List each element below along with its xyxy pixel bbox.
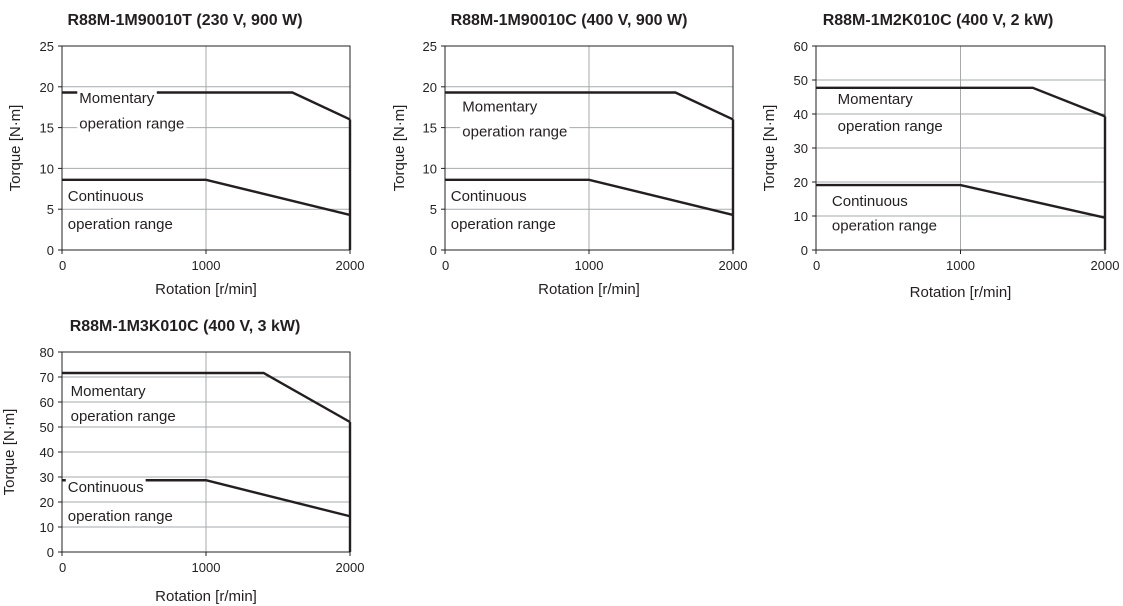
region-label-background [68, 407, 178, 425]
continuous-range-label: operation range [832, 217, 937, 234]
y-axis-label: Torque [N·m] [7, 105, 24, 192]
y-tick-label: 20 [40, 80, 54, 95]
y-tick-label: 70 [40, 370, 54, 385]
y-tick-label: 50 [794, 73, 808, 88]
x-axis-label: Rotation [r/min] [155, 588, 257, 605]
continuous-range-label: operation range [68, 216, 173, 233]
x-tick-label: 0 [59, 258, 66, 273]
region-label-background [835, 90, 916, 108]
y-tick-label: 0 [47, 243, 54, 258]
torque-chart: 0 5 10 15 20 25 0 1000 2000 Momentary operation ra… [391, 39, 748, 298]
region-label-background [68, 382, 149, 400]
x-tick-label: 2000 [336, 258, 365, 273]
y-tick-label: 5 [47, 202, 54, 217]
x-tick-label: 1000 [192, 560, 221, 575]
momentary-label: Momentary [462, 98, 538, 115]
x-tick-label: 0 [442, 258, 449, 273]
y-tick-label: 40 [794, 107, 808, 122]
torque-chart-panel: R88M-1M90010C (400 V, 900 W) 0 5 10 15 20 25 0… [384, 0, 754, 300]
x-axis-label: Rotation [r/min] [910, 284, 1012, 301]
y-tick-label: 25 [40, 39, 54, 54]
momentary-label: Momentary [71, 383, 147, 400]
torque-chart-panel: R88M-1M90010T (230 V, 900 W) 0 5 10 15 20 25 0… [0, 0, 370, 300]
y-tick-label: 10 [794, 209, 808, 224]
momentary-range-line [816, 86, 1106, 118]
x-tick-label: 2000 [336, 560, 365, 575]
x-tick-label: 1000 [946, 258, 975, 273]
y-tick-label: 80 [40, 345, 54, 360]
y-axis-label: Torque [N·m] [761, 105, 778, 192]
momentary-label: Momentary [838, 91, 914, 108]
momentary-range-line [62, 371, 351, 424]
chart-title: R88M-1M2K010C (400 V, 2 kW) [822, 12, 1054, 29]
continuous-label: Continuous [832, 193, 908, 210]
y-tick-label: 0 [801, 243, 808, 258]
y-tick-label: 15 [423, 121, 437, 136]
y-tick-label: 0 [47, 545, 54, 560]
y-axis-label: Torque [N·m] [1, 409, 18, 496]
y-tick-label: 30 [794, 141, 808, 156]
chart-title: R88M-1M3K010C (400 V, 3 kW) [69, 318, 301, 335]
torque-chart: 0 10 20 30 40 50 60 0 1000 2000 Momentary operation… [761, 39, 1120, 301]
y-tick-label: 10 [40, 161, 54, 176]
y-tick-label: 20 [40, 495, 54, 510]
region-label-background [65, 215, 175, 233]
y-tick-label: 5 [430, 202, 437, 217]
x-tick-label: 0 [59, 560, 66, 575]
x-axis-label: Rotation [r/min] [538, 281, 640, 298]
y-tick-label: 10 [40, 520, 54, 535]
x-tick-label: 0 [813, 258, 820, 273]
continuous-range-line [62, 178, 351, 217]
x-tick-label: 1000 [192, 258, 221, 273]
y-tick-label: 25 [423, 39, 437, 54]
continuous-range-line [816, 183, 1106, 219]
momentary-range-label: operation range [79, 115, 184, 132]
x-tick-label: 2000 [719, 258, 748, 273]
continuous-label: Continuous [68, 188, 144, 205]
region-label-background [835, 118, 945, 135]
region-label-background [460, 98, 540, 116]
y-tick-label: 0 [430, 243, 437, 258]
region-label-background [460, 123, 570, 141]
y-tick-label: 40 [40, 445, 54, 460]
x-tick-label: 1000 [575, 258, 604, 273]
momentary-range-line [445, 91, 734, 121]
momentary-range-label: operation range [462, 124, 567, 141]
continuous-range-label: operation range [451, 216, 556, 233]
region-label-background [65, 479, 146, 496]
y-tick-label: 20 [423, 80, 437, 95]
chart-title: R88M-1M90010T (230 V, 900 W) [67, 12, 303, 29]
momentary-range-label: operation range [838, 118, 943, 135]
region-label-background [65, 507, 175, 525]
y-tick-label: 60 [40, 395, 54, 410]
y-tick-label: 15 [40, 121, 54, 136]
y-tick-label: 60 [794, 39, 808, 54]
region-label-background [77, 115, 187, 133]
region-label-background [77, 90, 157, 108]
torque-chart-panel: R88M-1M2K010C (400 V, 2 kW) 0 10 20 30 40 50 6… [753, 0, 1123, 301]
continuous-label: Continuous [451, 188, 527, 205]
torque-chart: 0 10 20 30 40 50 60 70 80 0 1000 2000 Momentary opera… [1, 345, 365, 605]
region-label-background [448, 215, 558, 233]
region-label-background [829, 192, 910, 210]
momentary-label: Momentary [79, 90, 155, 107]
region-label-background [448, 188, 529, 206]
region-label-background [65, 188, 146, 206]
y-tick-label: 30 [40, 470, 54, 485]
continuous-label: Continuous [68, 479, 144, 496]
y-tick-label: 20 [794, 175, 808, 190]
torque-chart: 0 5 10 15 20 25 0 1000 2000 Momentary operation ra… [7, 39, 365, 298]
continuous-range-label: operation range [68, 508, 173, 525]
momentary-range-label: operation range [71, 408, 176, 425]
torque-chart-panel: R88M-1M3K010C (400 V, 3 kW) 0 10 20 30 40 50 6… [0, 306, 370, 606]
x-tick-label: 2000 [1091, 258, 1120, 273]
y-tick-label: 50 [40, 420, 54, 435]
y-tick-label: 10 [423, 161, 437, 176]
chart-title: R88M-1M90010C (400 V, 900 W) [450, 12, 688, 29]
continuous-range-line [445, 178, 734, 217]
y-axis-label: Torque [N·m] [391, 105, 408, 192]
region-label-background [829, 217, 939, 235]
x-axis-label: Rotation [r/min] [155, 281, 257, 298]
